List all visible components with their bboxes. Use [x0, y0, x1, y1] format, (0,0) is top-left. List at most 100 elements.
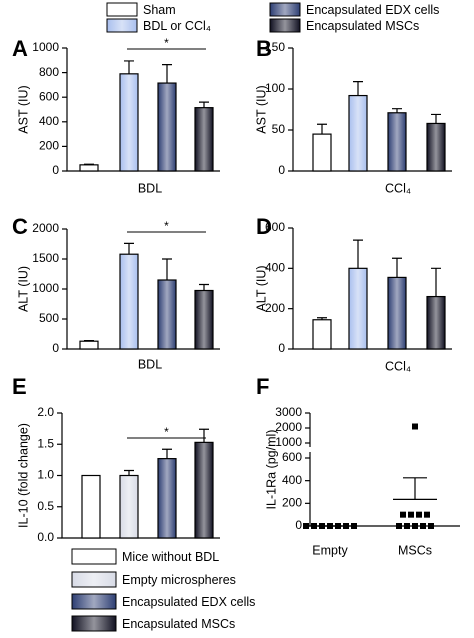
point — [303, 523, 309, 529]
bar — [348, 94, 368, 172]
x-tick-label: Empty — [312, 543, 348, 557]
y-tick-label: 600 — [39, 89, 59, 103]
y-tick-label: 800 — [39, 65, 59, 79]
legend-label: Encapsulated MSCs — [306, 19, 419, 33]
error-bar — [353, 239, 363, 269]
bar — [119, 73, 139, 172]
legend-swatch — [269, 2, 301, 17]
y-axis-label: AST (IU) — [254, 85, 268, 133]
y-tick-label: 0 — [52, 341, 59, 355]
y-tick-label: 600 — [265, 220, 285, 234]
y-tick-label: 0.0 — [37, 530, 54, 544]
bar — [157, 458, 177, 539]
panel-label: D — [256, 214, 272, 239]
panel-label: C — [12, 214, 28, 239]
point — [404, 523, 410, 529]
error-bar — [124, 469, 134, 476]
bar — [119, 253, 139, 350]
legend-swatch — [106, 18, 138, 33]
error-bar — [431, 113, 441, 124]
error-bar — [403, 477, 427, 500]
bar — [81, 474, 101, 539]
legend-label: BDL or CCl₄ — [143, 19, 211, 33]
y-tick-label: 200 — [39, 139, 59, 153]
y-tick-label: 150 — [265, 40, 285, 54]
panel-label: E — [12, 374, 27, 399]
y-tick-label: 0 — [295, 518, 302, 532]
error-bar — [392, 257, 402, 278]
bar — [312, 133, 332, 172]
y-tick-label: 400 — [265, 261, 285, 275]
bar — [426, 122, 446, 172]
axis — [309, 413, 460, 527]
point — [396, 523, 402, 529]
bar — [348, 267, 368, 350]
bar — [194, 441, 214, 539]
legend-label: Mice without BDL — [122, 550, 219, 564]
x-axis-label: BDL — [138, 357, 162, 371]
legend-swatch — [71, 548, 117, 565]
legend-swatch — [269, 18, 301, 33]
error-bar — [199, 283, 209, 291]
bar — [79, 340, 99, 350]
error-bar — [124, 60, 134, 74]
bar — [119, 474, 139, 539]
legend-swatch — [71, 615, 117, 632]
legend-label: Sham — [143, 3, 176, 17]
y-tick-label: 2.0 — [37, 405, 54, 419]
significance-label: * — [164, 425, 169, 439]
y-axis-label: IL-1Ra (pg/ml) — [264, 430, 278, 510]
y-axis-label: ALT (IU) — [254, 265, 268, 311]
point — [351, 523, 357, 529]
y-tick-label: 1000 — [32, 281, 59, 295]
bar — [387, 112, 407, 172]
y-tick-label: 600 — [282, 450, 302, 464]
x-axis-label: CCl₄ — [385, 181, 411, 195]
panel-label: A — [12, 36, 28, 61]
bar — [79, 164, 99, 172]
legend-swatch — [106, 2, 138, 17]
legend-swatch — [71, 571, 117, 588]
y-tick-label: 1500 — [32, 251, 59, 265]
y-tick-label: 0 — [278, 341, 285, 355]
error-bar — [431, 267, 441, 297]
error-bar — [199, 428, 209, 443]
x-axis-label: CCl₄ — [385, 359, 411, 373]
y-tick-label: 3000 — [275, 405, 302, 419]
error-bar — [162, 64, 172, 84]
point — [420, 523, 426, 529]
y-tick-label: 1.5 — [37, 436, 54, 450]
error-bar — [162, 258, 172, 280]
y-tick-label: 500 — [39, 311, 59, 325]
bar — [157, 82, 177, 172]
x-axis-label: BDL — [138, 181, 162, 195]
y-axis-label: IL-10 (fold change) — [16, 423, 30, 528]
error-bar — [317, 123, 327, 135]
y-tick-label: 50 — [272, 122, 286, 136]
y-tick-label: 0 — [278, 163, 285, 177]
y-axis-label: ALT (IU) — [16, 266, 30, 312]
y-tick-label: 0.5 — [37, 499, 54, 513]
legend-label: Encapsulated EDX cells — [306, 3, 439, 17]
x-tick-label: MSCs — [398, 543, 432, 557]
bar — [157, 279, 177, 350]
y-tick-label: 2000 — [275, 420, 302, 434]
y-tick-label: 0 — [52, 163, 59, 177]
point — [424, 511, 430, 518]
error-bar — [353, 81, 363, 96]
legend-label: Empty microspheres — [122, 573, 236, 587]
y-tick-label: 200 — [282, 496, 302, 510]
y-tick-label: 200 — [265, 301, 285, 315]
error-bar — [199, 101, 209, 108]
y-tick-label: 100 — [265, 81, 285, 95]
legend-label: Encapsulated EDX cells — [122, 595, 255, 609]
significance-label: * — [164, 36, 169, 50]
point — [416, 511, 422, 518]
y-tick-label: 1000 — [32, 40, 59, 54]
y-axis-label: AST (IU) — [16, 85, 30, 133]
error-bar — [392, 108, 402, 113]
bar — [194, 107, 214, 172]
y-tick-label: 2000 — [32, 221, 59, 235]
y-tick-label: 1000 — [275, 435, 302, 449]
